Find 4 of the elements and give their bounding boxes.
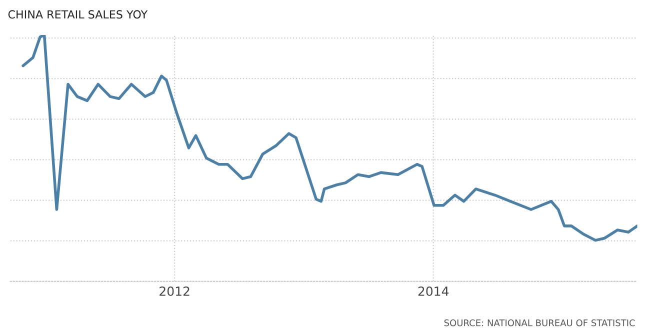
- chart-title: CHINA RETAIL SALES YOY: [8, 10, 148, 19]
- source-note: SOURCE: NATIONAL BUREAU OF STATISTIC: [444, 319, 635, 326]
- x-tick-label: 2014: [418, 286, 449, 296]
- x-tick-label: 2012: [160, 286, 190, 296]
